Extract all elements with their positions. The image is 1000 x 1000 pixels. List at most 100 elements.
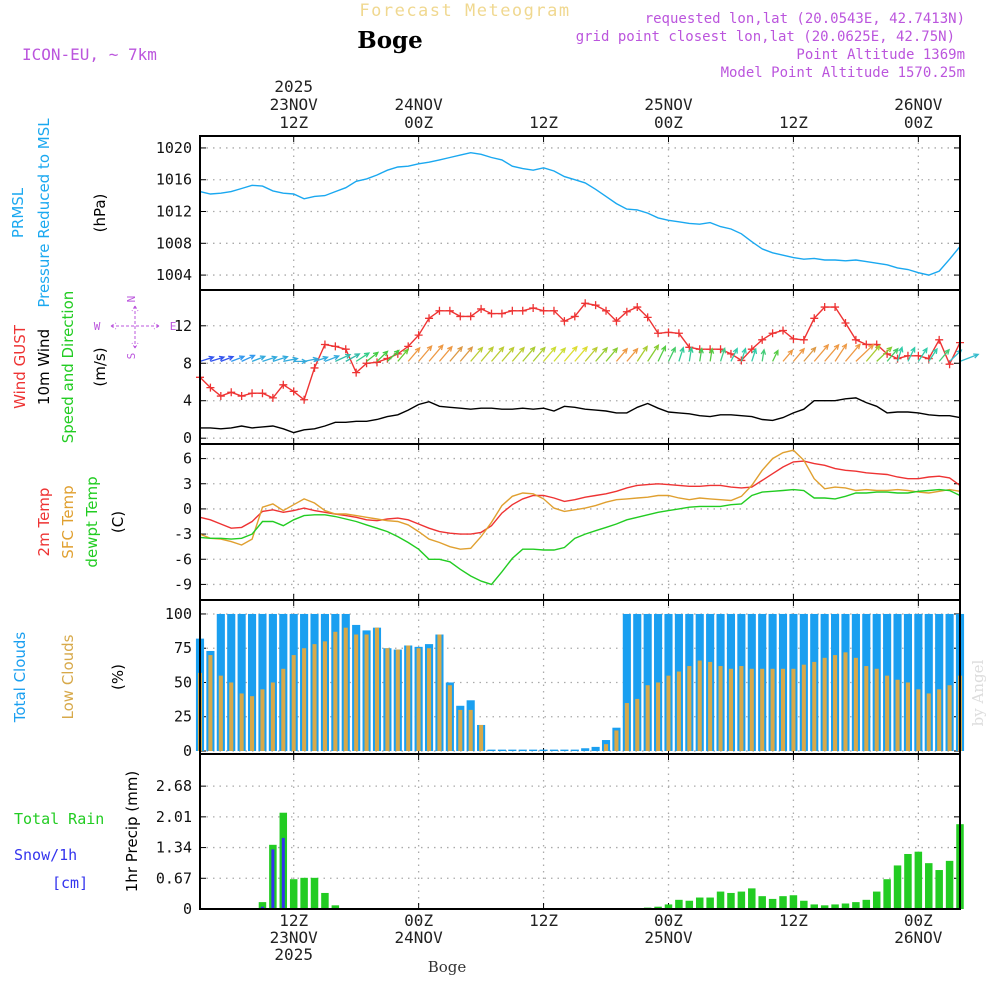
- total-cloud-bar: [258, 613, 267, 751]
- time-tick-label: 00Z: [904, 113, 933, 132]
- wind-arrow: [719, 346, 727, 362]
- panel-label: PRMSL: [9, 187, 27, 238]
- y-tick-label: 25: [174, 708, 192, 726]
- footer-location: Boge: [428, 958, 467, 976]
- rain-bar: [904, 853, 912, 909]
- wind-arrow: [605, 347, 619, 362]
- series-line-sfc-temp: [199, 449, 961, 550]
- time-tick-label: 2025: [274, 945, 313, 964]
- low-cloud-bar: [406, 645, 411, 751]
- rain-bar: [758, 896, 766, 909]
- low-cloud-bar: [801, 664, 806, 751]
- total-cloud-bar: [935, 613, 944, 751]
- y-tick-label: 0: [183, 429, 192, 447]
- total-cloud-bar: [268, 613, 277, 751]
- low-cloud-bar: [395, 649, 400, 751]
- low-cloud-bar: [437, 634, 442, 751]
- panel-label: 1hr Precip (mm): [123, 771, 141, 892]
- wind-arrow: [241, 354, 256, 362]
- low-cloud-bar: [385, 648, 390, 751]
- wind-arrow: [647, 344, 660, 362]
- time-tick-label: 23NOV: [270, 928, 319, 947]
- snow-bar: [260, 906, 264, 909]
- wind-arrow: [834, 343, 848, 362]
- rain-bar: [310, 877, 319, 909]
- panel-label: Speed and Direction: [59, 291, 77, 444]
- gust-point: [581, 299, 590, 308]
- wind-arrow: [511, 346, 525, 362]
- time-tick-label: 12Z: [279, 113, 308, 132]
- gust-point: [529, 303, 538, 312]
- gust-point: [726, 349, 735, 358]
- y-tick-label: 1016: [156, 171, 192, 189]
- y-tick-label: -9: [174, 575, 192, 593]
- total-cloud-bar: [237, 613, 246, 751]
- wind-arrow: [595, 346, 608, 362]
- snow-unit-label: [cm]: [52, 874, 88, 892]
- y-tick-label: 0: [183, 742, 192, 760]
- gust-point: [612, 317, 621, 326]
- total-cloud-bar: [560, 749, 569, 751]
- total-cloud-bar: [622, 613, 631, 751]
- low-cloud-bar: [749, 668, 754, 751]
- panel-label: Low Clouds: [59, 634, 77, 719]
- wind-arrow: [698, 347, 704, 362]
- total-cloud-bar: [591, 746, 600, 751]
- total-cloud-bar: [570, 749, 579, 751]
- gust-point: [289, 387, 298, 396]
- rain-bar: [820, 905, 829, 909]
- panel-frame: [199, 443, 961, 601]
- time-tick-label: 12Z: [779, 911, 808, 930]
- low-cloud-bar: [822, 657, 827, 751]
- low-cloud-bar: [926, 693, 931, 751]
- panel-labels: 1hr Precip (mm) Total Rain Snow/1h [cm]: [14, 771, 141, 892]
- wind-arrow: [751, 347, 758, 362]
- gust-point: [820, 303, 829, 312]
- total-cloud-bar: [654, 613, 663, 751]
- gust-point: [674, 329, 683, 338]
- wind-arrow: [688, 346, 694, 362]
- wind-arrow: [886, 347, 899, 362]
- gust-point: [643, 313, 652, 322]
- time-tick-label: 12Z: [779, 113, 808, 132]
- y-tick-label: 12: [174, 317, 192, 335]
- series-line-prmsl: [199, 151, 961, 276]
- wind-arrow: [803, 346, 817, 362]
- rain-bar: [664, 904, 673, 909]
- gust-point: [633, 303, 642, 312]
- total-cloud-bar: [549, 749, 559, 751]
- panel-label: dewpt Temp: [83, 476, 101, 567]
- low-cloud-bar: [333, 631, 338, 751]
- wind-arrow: [418, 344, 433, 362]
- low-cloud-bar: [739, 666, 744, 751]
- model-label: ICON-EU, ~ 7km: [22, 45, 157, 64]
- snow-legend-label: Snow/1h: [14, 846, 77, 864]
- gust-point: [497, 309, 506, 318]
- gust-point: [372, 358, 381, 367]
- wind-arrow: [272, 355, 289, 362]
- low-cloud-bar: [812, 661, 817, 751]
- gust-point: [216, 392, 225, 401]
- low-cloud-bar: [260, 689, 265, 751]
- low-cloud-bar: [603, 744, 609, 751]
- rain-bar: [716, 891, 725, 909]
- y-tick-label: 1004: [156, 266, 192, 284]
- wind-arrow: [917, 347, 928, 362]
- gust-point: [456, 312, 465, 321]
- wind-arrow: [865, 344, 881, 362]
- total-cloud-bar: [914, 613, 923, 751]
- low-cloud-bar: [770, 668, 775, 751]
- panel-labels: PRMSL Pressure Reduced to MSL (hPa): [9, 118, 109, 308]
- total-cloud-bar: [539, 749, 548, 751]
- low-cloud-bar: [885, 675, 890, 751]
- low-cloud-bar: [468, 709, 473, 751]
- time-tick-label: 24NOV: [395, 928, 444, 947]
- gust-point: [560, 317, 569, 326]
- gust-point: [841, 318, 850, 327]
- wind-arrow: [480, 346, 494, 362]
- gust-point: [602, 306, 611, 315]
- gust-point: [570, 312, 579, 321]
- rain-bar: [685, 900, 694, 909]
